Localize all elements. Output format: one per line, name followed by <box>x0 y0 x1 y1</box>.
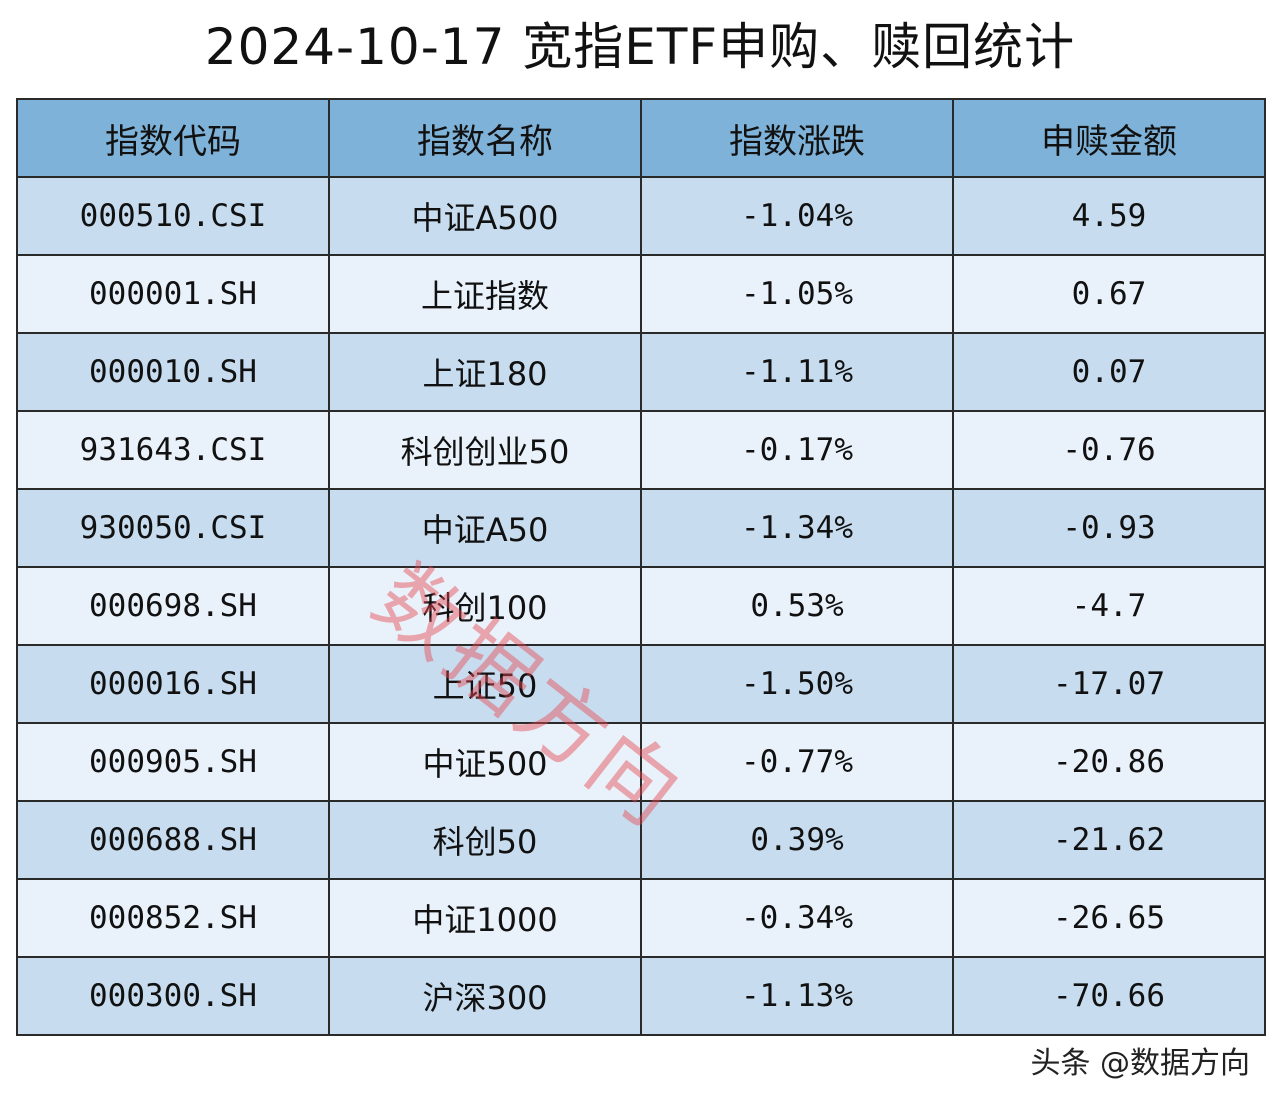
cell-flow-amount: -0.76 <box>952 410 1266 490</box>
cell-index-code: 931643.CSI <box>16 410 330 490</box>
cell-flow-amount: 0.07 <box>952 332 1266 412</box>
cell-index-change: -1.34% <box>640 488 954 568</box>
cell-flow-amount: -4.7 <box>952 566 1266 646</box>
table-row: 000010.SH 上证180 -1.11% 0.07 <box>16 332 1266 412</box>
cell-flow-amount: 0.67 <box>952 254 1266 334</box>
etf-flow-table: 指数代码 指数名称 指数涨跌 申赎金额 000510.CSI 中证A500 -1.0… <box>16 98 1266 1036</box>
cell-flow-amount: -20.86 <box>952 722 1266 802</box>
cell-index-code: 000688.SH <box>16 800 330 880</box>
cell-index-code: 000905.SH <box>16 722 330 802</box>
table-row: 000852.SH 中证1000 -0.34% -26.65 <box>16 878 1266 958</box>
table-row: 000300.SH 沪深300 -1.13% -70.66 <box>16 956 1266 1036</box>
cell-flow-amount: -17.07 <box>952 644 1266 724</box>
cell-index-name: 中证500 <box>328 722 642 802</box>
cell-index-name: 上证180 <box>328 332 642 412</box>
cell-index-change: -1.50% <box>640 644 954 724</box>
chart-title: 2024-10-17 宽指ETF申购、赎回统计 <box>204 18 1076 76</box>
cell-index-change: 0.39% <box>640 800 954 880</box>
cell-flow-amount: -70.66 <box>952 956 1266 1036</box>
cell-flow-amount: -21.62 <box>952 800 1266 880</box>
table-body: 000510.CSI 中证A500 -1.04% 4.59 000001.SH 上证指数 -… <box>16 176 1266 1036</box>
cell-flow-amount: -0.93 <box>952 488 1266 568</box>
column-header-code: 指数代码 <box>16 98 330 178</box>
table-row: 000001.SH 上证指数 -1.05% 0.67 <box>16 254 1266 334</box>
cell-index-code: 000852.SH <box>16 878 330 958</box>
table-row: 000698.SH 科创100 0.53% -4.7 <box>16 566 1266 646</box>
table-row: 000688.SH 科创50 0.39% -21.62 <box>16 800 1266 880</box>
cell-index-code: 000698.SH <box>16 566 330 646</box>
cell-index-code: 000300.SH <box>16 956 330 1036</box>
cell-index-code: 930050.CSI <box>16 488 330 568</box>
source-credit: 头条 @数据方向 <box>1030 1046 1250 1081</box>
table-row: 000905.SH 中证500 -0.77% -20.86 <box>16 722 1266 802</box>
column-header-name: 指数名称 <box>328 98 642 178</box>
cell-index-name: 沪深300 <box>328 956 642 1036</box>
cell-index-change: -1.13% <box>640 956 954 1036</box>
cell-index-name: 上证指数 <box>328 254 642 334</box>
cell-index-name: 上证50 <box>328 644 642 724</box>
table-header-row: 指数代码 指数名称 指数涨跌 申赎金额 <box>16 98 1266 178</box>
table-row: 000016.SH 上证50 -1.50% -17.07 <box>16 644 1266 724</box>
cell-index-name: 中证A50 <box>328 488 642 568</box>
cell-index-change: -0.77% <box>640 722 954 802</box>
column-header-change: 指数涨跌 <box>640 98 954 178</box>
cell-index-name: 科创创业50 <box>328 410 642 490</box>
cell-index-name: 中证A500 <box>328 176 642 256</box>
cell-flow-amount: -26.65 <box>952 878 1266 958</box>
table-row: 930050.CSI 中证A50 -1.34% -0.93 <box>16 488 1266 568</box>
cell-index-change: -1.11% <box>640 332 954 412</box>
cell-index-code: 000001.SH <box>16 254 330 334</box>
cell-index-code: 000016.SH <box>16 644 330 724</box>
cell-index-code: 000010.SH <box>16 332 330 412</box>
table-row: 931643.CSI 科创创业50 -0.17% -0.76 <box>16 410 1266 490</box>
cell-index-code: 000510.CSI <box>16 176 330 256</box>
cell-index-name: 科创100 <box>328 566 642 646</box>
cell-flow-amount: 4.59 <box>952 176 1266 256</box>
cell-index-name: 中证1000 <box>328 878 642 958</box>
table-row: 000510.CSI 中证A500 -1.04% 4.59 <box>16 176 1266 256</box>
cell-index-change: -0.17% <box>640 410 954 490</box>
cell-index-name: 科创50 <box>328 800 642 880</box>
column-header-flow: 申赎金额 <box>952 98 1266 178</box>
cell-index-change: -1.05% <box>640 254 954 334</box>
cell-index-change: 0.53% <box>640 566 954 646</box>
cell-index-change: -1.04% <box>640 176 954 256</box>
cell-index-change: -0.34% <box>640 878 954 958</box>
